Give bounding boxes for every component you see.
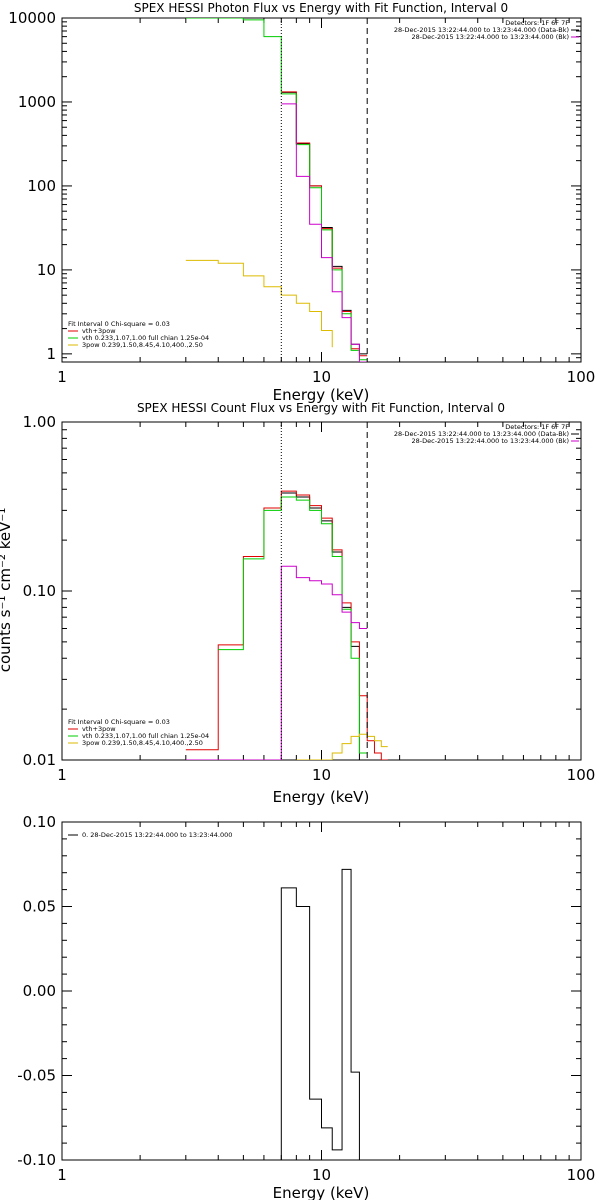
p1-x-tick-label: 1 xyxy=(57,766,67,784)
p0-info-line: Detectors: 1F 6F 7F xyxy=(505,19,569,27)
p0-series-3-line xyxy=(281,103,368,362)
p0-x-tick-label: 100 xyxy=(567,368,596,386)
p0-legend-entry: vth+3pow xyxy=(82,327,116,335)
p0-legend-entry: 3pow 0.239,1.50,8.45,4.10,400.,2.50 xyxy=(82,341,203,349)
count-flux-panel: SPEX HESSI Count Flux vs Energy with Fit… xyxy=(0,401,595,806)
p0-info-line: 28-Dec-2015 13:22:44.000 to 13:23:44.000… xyxy=(412,33,570,41)
p1-y-tick-label: 0.01 xyxy=(23,751,56,769)
p0-series-4-line xyxy=(185,259,333,348)
p0-y-tick-label: 1 xyxy=(46,345,56,363)
p2-y-tick-label: -0.05 xyxy=(17,1067,56,1085)
p2-series-0-line xyxy=(280,868,360,1160)
p1-series-4-line xyxy=(296,733,388,760)
count-flux-x-label: Energy (keV) xyxy=(273,788,370,806)
p0-info-line: 28-Dec-2015 13:22:44.000 to 13:23:44.000… xyxy=(394,26,569,34)
count-flux-y-label: counts s⁻¹ cm⁻² keV⁻¹ xyxy=(0,508,14,673)
p1-y-tick-label: 0.10 xyxy=(23,582,56,600)
p1-legend-title: Fit Interval 0 Chi-square = 0.03 xyxy=(68,718,170,726)
p1-series-2-line xyxy=(218,496,368,754)
p1-info-line: 28-Dec-2015 13:22:44.000 to 13:23:44.000… xyxy=(394,430,569,438)
p0-legend-entry: vth 0.233,1.07,1.00 full chian 1.25e-04 xyxy=(82,334,209,342)
p1-legend-entry: vth+3pow xyxy=(82,725,116,733)
p0-legend-title: Fit Interval 0 Chi-square = 0.03 xyxy=(68,320,170,328)
p2-x-tick-label: 10 xyxy=(312,1166,331,1184)
p0-x-tick-label: 1 xyxy=(57,368,67,386)
p2-y-tick-label: 0.00 xyxy=(23,982,56,1000)
p1-y-tick-label: 1.00 xyxy=(23,413,56,431)
p2-y-tick-label: 0.10 xyxy=(23,813,56,831)
p2-x-tick-label: 100 xyxy=(567,1166,596,1184)
photon-flux-panel: SPEX HESSI Photon Flux vs Energy with Fi… xyxy=(8,1,595,404)
p1-series-3-line xyxy=(185,565,368,760)
p0-y-tick-label: 1000 xyxy=(18,93,56,111)
p0-y-tick-label: 10000 xyxy=(8,9,56,27)
p1-x-tick-label: 10 xyxy=(312,766,331,784)
p1-legend-entry: vth 0.233,1.07,1.00 full chian 1.25e-04 xyxy=(82,732,209,740)
photon-flux-x-label: Energy (keV) xyxy=(273,386,370,404)
p2-legend-entry: 0. 28-Dec-2015 13:22:44.000 to 13:23:44.… xyxy=(82,831,232,839)
residuals-x-label: Energy (keV) xyxy=(273,1184,370,1200)
p2-y-tick-label: 0.05 xyxy=(23,898,56,916)
p1-info-line: Detectors: 1F 6F 7F xyxy=(505,423,569,431)
p0-y-tick-label: 10 xyxy=(37,261,56,279)
p1-info-line: 28-Dec-2015 13:22:44.000 to 13:23:44.000… xyxy=(412,437,570,445)
p1-series-1-line xyxy=(185,490,388,760)
p1-x-tick-label: 100 xyxy=(567,766,596,784)
count-flux-title: SPEX HESSI Count Flux vs Energy with Fit… xyxy=(137,401,505,415)
photon-flux-title: SPEX HESSI Photon Flux vs Energy with Fi… xyxy=(134,1,508,15)
p1-legend-entry: 3pow 0.239,1.50,8.45,4.10,400.,2.50 xyxy=(82,739,203,747)
residuals-panel: Energy (keV) 1 10 100 -0.10 -0.05 0.00 0.05 0.1… xyxy=(17,813,595,1200)
p0-y-tick-label: 100 xyxy=(27,177,56,195)
p2-y-tick-label: -0.10 xyxy=(17,1151,56,1169)
p0-x-tick-label: 10 xyxy=(312,368,331,386)
p2-x-tick-label: 1 xyxy=(57,1166,67,1184)
